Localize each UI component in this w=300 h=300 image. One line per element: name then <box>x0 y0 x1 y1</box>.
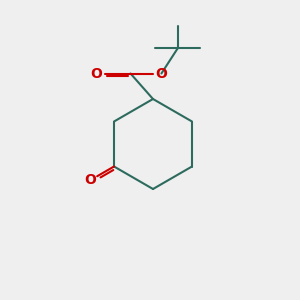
Text: O: O <box>155 67 167 80</box>
Text: O: O <box>85 173 97 187</box>
Text: O: O <box>91 67 103 80</box>
